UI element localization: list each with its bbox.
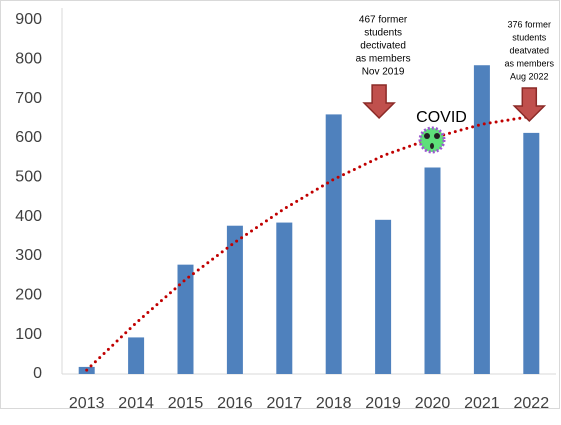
- x-tick-label: 2019: [365, 395, 401, 412]
- y-tick-label: 700: [15, 90, 42, 107]
- bar: [424, 167, 441, 374]
- annotation-text: 376 former: [508, 19, 552, 29]
- annotation-text: Nov 2019: [362, 67, 405, 78]
- y-tick-label: 600: [15, 129, 42, 146]
- y-tick-label: 200: [15, 287, 42, 304]
- annotation-text: COVID: [416, 109, 467, 126]
- annotation-text: dectivated: [360, 41, 406, 52]
- bar: [325, 114, 342, 375]
- y-tick-label: 900: [15, 11, 42, 28]
- bar: [177, 264, 194, 374]
- bar: [523, 132, 540, 374]
- x-tick-label: 2015: [168, 395, 204, 412]
- y-tick-label: 800: [15, 51, 42, 68]
- annotation-text: as members: [505, 58, 555, 68]
- annotation-text: students: [364, 28, 402, 39]
- bar: [226, 225, 243, 374]
- annotation-text: Aug 2022: [510, 71, 549, 81]
- x-tick-label: 2014: [118, 395, 154, 412]
- x-tick-label: 2013: [69, 395, 105, 412]
- y-tick-label: 300: [15, 247, 42, 264]
- annotation-text: deatvated: [510, 45, 550, 55]
- covid-icon: [418, 126, 446, 154]
- bar: [128, 337, 145, 374]
- trendline: [85, 114, 533, 372]
- bar: [375, 219, 392, 374]
- down-arrow: [362, 84, 396, 120]
- annotation-text: 467 former: [359, 15, 408, 26]
- bar: [276, 222, 293, 374]
- down-arrow: [512, 87, 547, 123]
- y-tick-label: 0: [33, 365, 42, 382]
- x-tick-label: 2018: [316, 395, 352, 412]
- x-tick-label: 2020: [415, 395, 451, 412]
- x-tick-label: 2022: [514, 395, 550, 412]
- y-tick-label: 500: [15, 169, 42, 186]
- annotation-text: students: [512, 32, 547, 42]
- x-tick-label: 2016: [217, 395, 253, 412]
- annotation-text: as members: [356, 54, 411, 65]
- x-tick-label: 2017: [267, 395, 303, 412]
- y-tick-label: 400: [15, 208, 42, 225]
- y-tick-label: 100: [15, 326, 42, 343]
- x-tick-label: 2021: [464, 395, 500, 412]
- bar: [473, 65, 490, 374]
